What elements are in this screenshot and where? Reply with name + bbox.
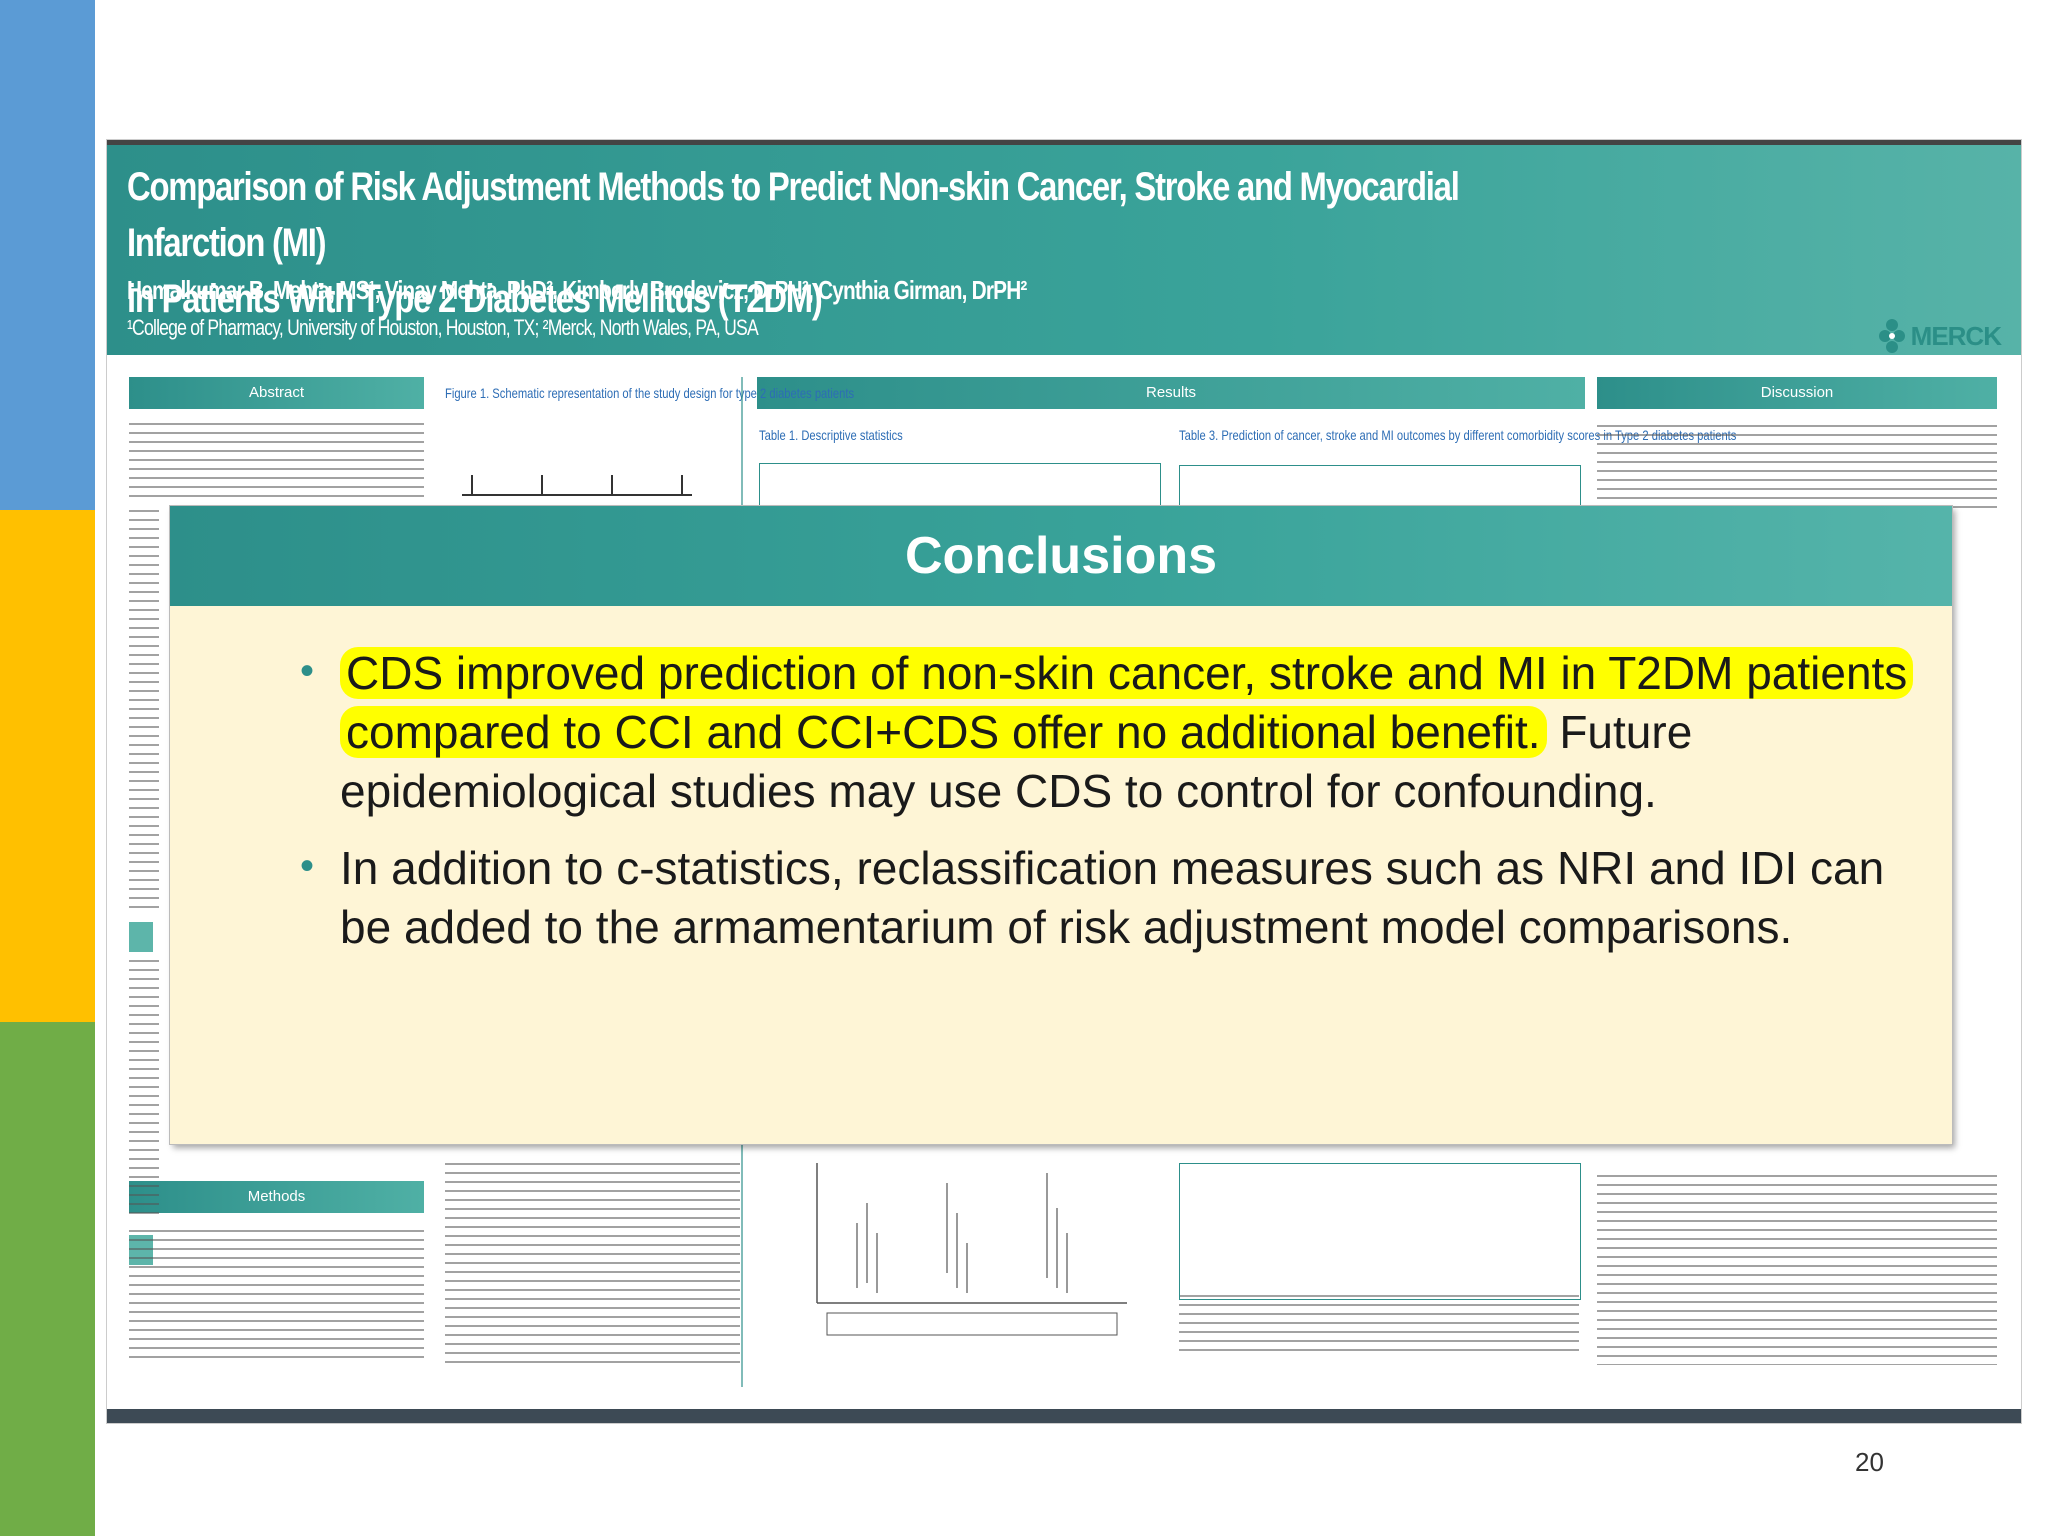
bullet-icon: • [300, 649, 315, 693]
discussion-text-lines [1597, 1175, 1997, 1365]
conclusions-list: • CDS improved prediction of non-skin ca… [300, 644, 1920, 975]
methods-text-lines [129, 1230, 424, 1360]
study-design-timeline [462, 475, 692, 496]
methods-text-lines [445, 1163, 740, 1363]
results-chart-fragment [816, 1163, 1127, 1336]
left-strip-green [0, 1022, 95, 1536]
abstract-text-lines [129, 510, 159, 910]
left-strip-blue [0, 0, 95, 510]
figure1-caption: Figure 1. Schematic representation of th… [445, 385, 855, 401]
table1-caption: Table 1. Descriptive statistics [759, 427, 903, 443]
conclusions-heading: Conclusions [170, 506, 1952, 606]
merck-logo-text: MERCK [1910, 320, 2002, 351]
poster-affiliations: ¹College of Pharmacy, University of Hous… [127, 315, 759, 340]
discussion-text-lines [1597, 425, 1997, 510]
abstract-marker [129, 922, 153, 952]
abstract-text-lines [129, 423, 424, 503]
poster-title: Comparison of Risk Adjustment Methods to… [127, 159, 1521, 327]
abstract-header: Abstract [129, 377, 424, 409]
abstract-text-lines [129, 960, 159, 1220]
results-text-lines [1179, 1295, 1579, 1355]
poster-header: Comparison of Risk Adjustment Methods to… [107, 145, 2021, 355]
conclusion-item-2: • In addition to c-statistics, reclassif… [300, 839, 1920, 957]
discussion-header: Discussion [1597, 377, 1997, 409]
poster-title-line1: Comparison of Risk Adjustment Methods to… [127, 165, 1460, 265]
table3-fragment-lower [1179, 1163, 1581, 1300]
poster-bottom-bar [107, 1409, 2021, 1423]
poster-authors: Hemalkumar B. Mehta, MS¹, Vinay Mehta, P… [127, 275, 1027, 305]
conclusion-text: Future epidemiological studies may use C… [340, 706, 1693, 817]
merck-logo: MERCK [1878, 319, 2002, 353]
left-strip-yellow [0, 510, 95, 1022]
poster-title-line2: in Patients With Type 2 Diabetes Mellitu… [127, 277, 823, 321]
results-header: Results [757, 377, 1585, 409]
conclusion-item-1: • CDS improved prediction of non-skin ca… [300, 644, 1920, 821]
slide-number: 20 [1855, 1447, 1884, 1477]
conclusions-panel: Conclusions • CDS improved prediction of… [170, 506, 1952, 1144]
conclusion-text: In addition to c-statistics, reclassific… [340, 842, 1885, 953]
merck-logo-icon [1878, 319, 1905, 353]
methods-header: Methods [129, 1181, 424, 1213]
bullet-icon: • [300, 844, 315, 888]
